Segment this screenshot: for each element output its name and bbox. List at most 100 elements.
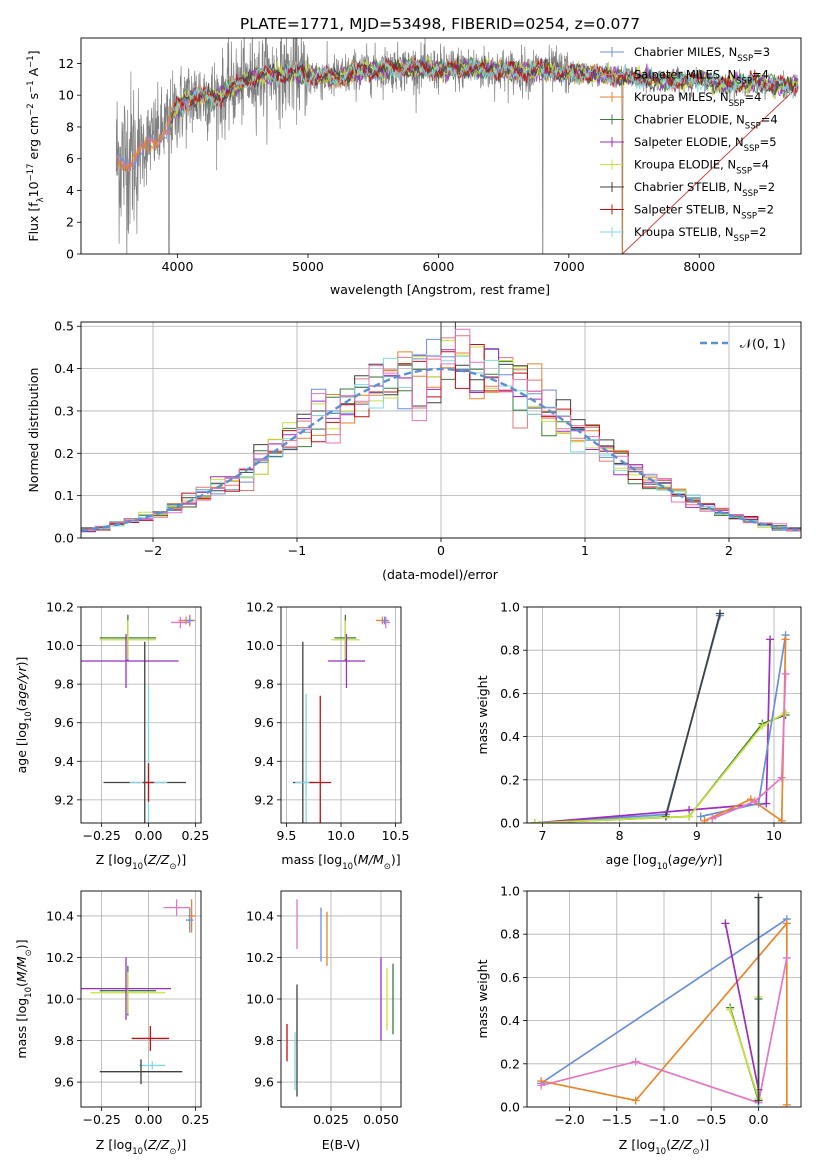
axes-frame (80, 37, 802, 255)
tick-label-x: 6000 (422, 259, 454, 274)
y-axis-label: mass weight (475, 675, 490, 754)
weight-marker-7-0 (754, 1096, 763, 1105)
tick-label-y: 0.0 (54, 531, 74, 546)
tick-label-y: 10.0 (46, 992, 74, 1007)
tick-label-x: 7000 (553, 259, 585, 274)
weight-marker-5-2 (758, 721, 767, 730)
weight-lines (530, 609, 790, 823)
tick-label-x: −1 (288, 543, 306, 558)
weight-line-0 (540, 918, 788, 1084)
tick-label-y: 0.6 (500, 686, 520, 701)
tick-label-x: 10.5 (382, 828, 410, 843)
chart-mass-Z: −0.25 0.00 0.25 9.6 9.8 10.0 10.2 10.4 Z [log10(… (14, 890, 209, 1157)
x-axis-label: (data-model)/error (382, 567, 499, 582)
tick-label-y: 9.6 (54, 1075, 74, 1090)
chart-mass-EBV: 0.025 0.050 9.6 9.8 10.0 10.2 10.4 E(B-V) (246, 890, 402, 1152)
weight-marker-7-0 (700, 816, 709, 823)
tick-label-x: 10 (766, 828, 782, 843)
legend-entry: Chabrier ELODIE, NSSP=4 (634, 113, 778, 132)
weight-line-3 (534, 639, 771, 823)
weight-marker-3-3 (766, 635, 775, 644)
tick-label-x: 7 (538, 828, 546, 843)
tick-label-x: −0.25 (82, 1112, 120, 1127)
weight-line-2 (540, 957, 788, 1104)
tick-label-y: 10.0 (46, 638, 74, 653)
tick-label-y: 10.2 (246, 950, 274, 965)
weight-marker-5-1 (685, 812, 694, 821)
tick-label-y: 1.0 (500, 600, 520, 615)
tick-label-x: 10.0 (327, 828, 355, 843)
weight-line-1 (541, 921, 788, 1105)
weight-marker-7-1 (754, 893, 763, 902)
tick-label-y: 0.4 (54, 361, 74, 376)
weight-marker-7-2 (777, 816, 786, 823)
tick-label-y: 0.8 (500, 927, 520, 942)
chart-age-Z: −0.25 0.00 0.25 9.2 9.4 9.6 9.8 10.0 10.2 age [lo… (14, 600, 209, 873)
x-axis-label: E(B-V) (322, 1137, 361, 1152)
legend-entry: Kroupa ELODIE, NSSP=4 (634, 158, 769, 177)
tick-label-x: 2 (725, 543, 733, 558)
legend-entry: Kroupa STELIB, NSSP=2 (634, 225, 766, 244)
tick-label-y: 9.8 (254, 1033, 274, 1048)
legend: 𝒩(0, 1) (700, 336, 786, 351)
normal-curve-line (81, 367, 799, 532)
y-axis-label: Flux [fλ10−17 erg cm−2 s−1 A−1] (26, 50, 46, 241)
legend-entry: Chabrier STELIB, NSSP=2 (634, 180, 775, 199)
tick-label-y: 10.0 (246, 992, 274, 1007)
tick-label-y: 0.2 (500, 1056, 520, 1071)
tick-label-x: 9 (693, 828, 701, 843)
weight-marker-1-2 (782, 919, 791, 928)
tick-label-y: 2 (66, 215, 74, 230)
tick-label-y: 10.4 (46, 908, 74, 923)
tick-label-x: −0.25 (82, 828, 120, 843)
legend-entry: Salpeter ELODIE, NSSP=5 (634, 135, 777, 154)
x-axis-label: wavelength [Angstrom, rest frame] (330, 282, 550, 297)
weight-marker-3-2 (762, 799, 771, 808)
histogram-lines (81, 322, 801, 533)
tick-label-y: 12 (58, 56, 74, 71)
weight-marker-2-1 (631, 1057, 640, 1066)
weight-line-3 (724, 923, 760, 1090)
errorbars (293, 614, 391, 823)
tick-label-y: 10.0 (246, 638, 274, 653)
tick-label-y: 9.2 (54, 792, 74, 807)
tick-label-y: 0.5 (54, 319, 74, 334)
tick-label-x: −0.5 (696, 1112, 726, 1127)
x-axis-label: age [log10(age/yr)] (606, 852, 723, 872)
x-axis-label: Z [log10(Z/Z⊙)] (619, 1137, 709, 1157)
weight-line-7 (704, 639, 787, 823)
tick-label-x: −2.0 (554, 1112, 584, 1127)
weight-marker-5-3 (781, 708, 790, 717)
y-axis-label: age [log10(age/yr)] (14, 657, 34, 774)
tick-label-x: 9.5 (277, 828, 297, 843)
weight-lines (537, 893, 791, 1107)
tick-label-y: 10.2 (46, 950, 74, 965)
tick-label-x: 0.0 (749, 1112, 769, 1127)
legend-entry: Kroupa MILES, NSSP=4 (634, 90, 761, 109)
legend-entry: Salpeter STELIB, NSSP=2 (634, 203, 774, 222)
legend: Chabrier MILES, NSSP=3 Salpeter MILES, NS… (600, 45, 778, 244)
weight-line-5 (534, 712, 787, 823)
tick-label-x: 0.050 (363, 1112, 399, 1127)
errorbars (81, 899, 196, 1085)
weight-marker-3-0 (721, 919, 730, 928)
tick-label-x: 5000 (292, 259, 324, 274)
tick-label-x: 4000 (162, 259, 194, 274)
axes-frame (526, 890, 802, 1108)
weight-line-6 (700, 634, 787, 818)
axes-frame (280, 606, 402, 824)
errorbars (286, 899, 394, 1097)
tick-label-y: 0.8 (500, 643, 520, 658)
x-axis-label: Z [log10(Z/Z⊙)] (96, 852, 186, 872)
tick-label-y: 9.6 (254, 715, 274, 730)
tick-label-x: −2 (144, 543, 162, 558)
tick-label-x: 0 (437, 543, 445, 558)
tick-label-y: 0.2 (500, 772, 520, 787)
x-axis-label: mass [log10(M/M⊙)] (281, 852, 400, 872)
tick-label-y: 10.2 (46, 600, 74, 615)
chart-spectrum: 4000 5000 6000 7000 8000 0 2 4 6 8 10 12 Chabrier MI… (26, 37, 802, 297)
chart-residuals: −2 −1 0 1 2 0.0 0.1 0.2 0.3 0.4 0.5 𝒩(0, 1) (data-mo… (26, 319, 802, 582)
tick-label-y: 8 (66, 119, 74, 134)
weight-marker-2-1 (715, 609, 724, 618)
